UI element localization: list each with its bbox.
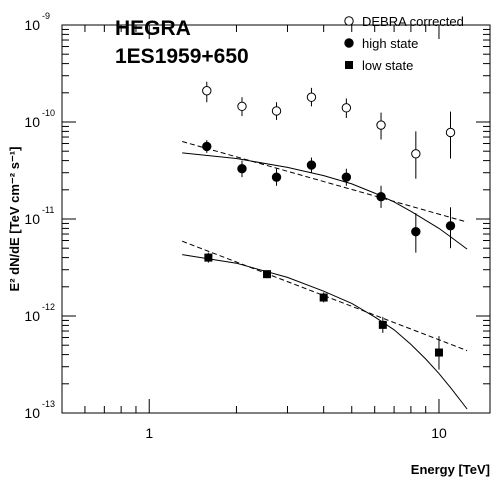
legend-debra-corrected-label: DEBRA corrected	[362, 14, 464, 29]
high-state-point	[445, 221, 456, 231]
debra-corrected-point	[341, 103, 352, 113]
y-tick-label: 10	[24, 114, 40, 130]
low-state-point	[434, 348, 443, 357]
cutoff-fit-curve	[182, 254, 468, 410]
low-state-point	[204, 253, 213, 262]
legend: DEBRA corrected high state low state	[344, 14, 464, 73]
debra-corrected-point	[376, 120, 386, 130]
high-state-point	[411, 226, 421, 237]
y-tick-label: 10	[24, 17, 40, 33]
y-tick-label: 10	[24, 308, 40, 324]
power-law-fit-line	[182, 141, 468, 223]
high-state-point	[376, 191, 386, 202]
debra-corrected-point	[237, 101, 247, 112]
debra-corrected-point	[271, 106, 282, 116]
high-state-point	[202, 141, 212, 152]
legend-high-state-marker	[344, 38, 354, 48]
y-tick-exponent: -9	[42, 11, 50, 21]
high-state-point	[341, 172, 352, 182]
low-state-point	[263, 270, 272, 279]
high-state-point	[306, 160, 317, 170]
y-tick-label: 10	[24, 405, 40, 421]
debra-corrected-point	[411, 149, 421, 159]
x-axis-label: Energy [TeV]	[411, 462, 490, 477]
y-tick-exponent: -10	[42, 108, 55, 118]
axis-ticks	[62, 24, 490, 414]
debra-corrected-point	[306, 92, 317, 102]
x-tick-label: 10	[431, 425, 447, 441]
data-points	[202, 81, 456, 370]
chart-subtitle: 1ES1959+650	[115, 45, 249, 68]
low-state-point	[378, 320, 387, 329]
plot-frame	[61, 24, 491, 414]
y-axis-label: E² dN/dE [TeV cm⁻² s⁻¹]	[7, 147, 22, 292]
cutoff-fit-curve	[182, 152, 468, 250]
chart-title: HEGRA	[115, 17, 191, 40]
x-tick-label: 1	[145, 425, 153, 441]
y-tick-exponent: -12	[42, 302, 55, 312]
debra-corrected-point	[445, 127, 456, 138]
legend-low-state-marker	[345, 61, 353, 69]
high-state-point	[271, 172, 282, 182]
low-state-point	[319, 293, 328, 302]
y-tick-label: 10	[24, 211, 40, 227]
y-tick-exponent: -11	[42, 205, 54, 215]
high-state-point	[237, 164, 247, 174]
debra-corrected-point	[202, 86, 212, 96]
legend-high-state-label: high state	[362, 36, 418, 51]
fit-curves	[182, 141, 468, 410]
legend-low-state-label: low state	[362, 58, 413, 73]
legend-debra-corrected-marker	[344, 16, 354, 26]
y-tick-exponent: -13	[42, 399, 55, 409]
